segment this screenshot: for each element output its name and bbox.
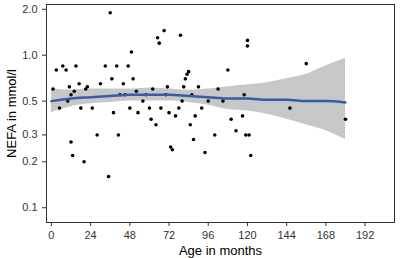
svg-text:Age in months: Age in months	[179, 243, 263, 258]
svg-text:192: 192	[356, 229, 374, 241]
svg-text:0: 0	[48, 229, 54, 241]
svg-text:NEFA in mmol/l: NEFA in mmol/l	[4, 69, 19, 158]
svg-text:144: 144	[277, 229, 295, 241]
svg-text:168: 168	[317, 229, 335, 241]
svg-text:24: 24	[84, 229, 96, 241]
svg-text:1.0: 1.0	[22, 49, 37, 61]
svg-text:48: 48	[124, 229, 136, 241]
svg-text:96: 96	[202, 229, 214, 241]
svg-text:72: 72	[163, 229, 175, 241]
svg-text:120: 120	[238, 229, 256, 241]
svg-text:0.3: 0.3	[22, 128, 37, 140]
svg-text:2.0: 2.0	[22, 3, 37, 15]
svg-text:0.2: 0.2	[22, 155, 37, 167]
svg-text:0.5: 0.5	[22, 95, 37, 107]
svg-text:0.1: 0.1	[22, 201, 37, 213]
